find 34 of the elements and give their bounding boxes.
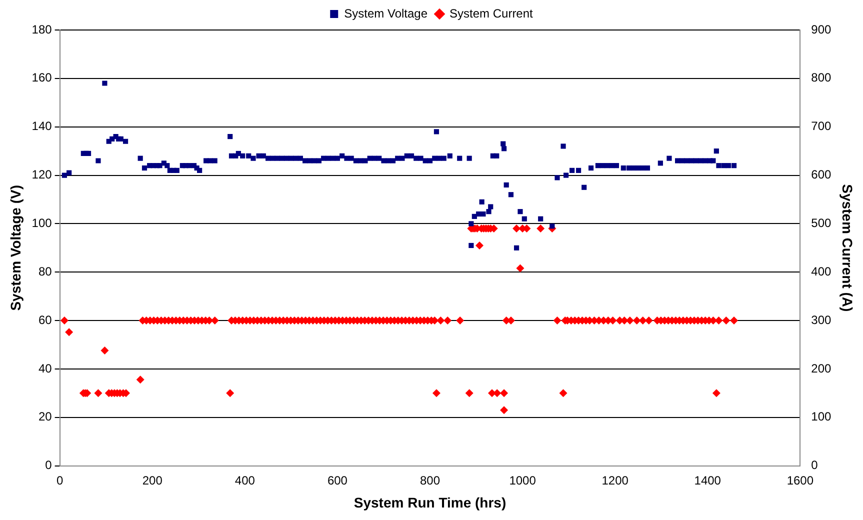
y2-tick-label: 500 bbox=[811, 216, 832, 230]
y-tick-label: 60 bbox=[38, 312, 52, 327]
legend-label: System Current bbox=[450, 6, 534, 20]
x-tick-label: 1200 bbox=[602, 473, 629, 488]
y-tick-label: 120 bbox=[32, 168, 52, 182]
x-tick-label: 800 bbox=[420, 473, 440, 488]
y-tick-label: 80 bbox=[38, 264, 52, 278]
y-tick-label: 100 bbox=[32, 216, 52, 230]
y-tick-label: 20 bbox=[38, 410, 52, 424]
y2-tick-label: 900 bbox=[811, 22, 832, 36]
x-tick-label: 200 bbox=[142, 473, 163, 488]
x-tick-label: 1600 bbox=[786, 473, 814, 488]
legend-label: System Voltage bbox=[344, 6, 428, 20]
y-tick-label: 160 bbox=[32, 70, 52, 85]
x-tick-label: 1400 bbox=[694, 473, 722, 488]
y2-tick-label: 300 bbox=[811, 312, 832, 327]
y-tick-label: 0 bbox=[45, 458, 52, 472]
x-tick-label: 0 bbox=[56, 473, 64, 488]
y-axis-title: System Voltage (V) bbox=[7, 185, 24, 311]
y2-axis-title: System Current (A) bbox=[840, 184, 856, 312]
y2-tick-label: 0 bbox=[811, 458, 818, 472]
y2-tick-label: 600 bbox=[811, 168, 832, 182]
x-tick-label: 600 bbox=[327, 473, 348, 488]
y2-tick-label: 100 bbox=[811, 410, 832, 424]
x-tick-label: 400 bbox=[234, 473, 256, 488]
y2-tick-label: 700 bbox=[811, 119, 832, 134]
x-axis-title: System Run Time (hrs) bbox=[354, 494, 506, 510]
y2-tick-label: 800 bbox=[811, 70, 832, 85]
y-tick-label: 40 bbox=[38, 361, 52, 376]
y2-tick-label: 400 bbox=[811, 264, 832, 278]
y-tick-label: 180 bbox=[32, 22, 52, 36]
x-tick-label: 1000 bbox=[509, 473, 536, 488]
y-tick-label: 140 bbox=[32, 119, 52, 134]
y2-tick-label: 200 bbox=[811, 361, 832, 376]
